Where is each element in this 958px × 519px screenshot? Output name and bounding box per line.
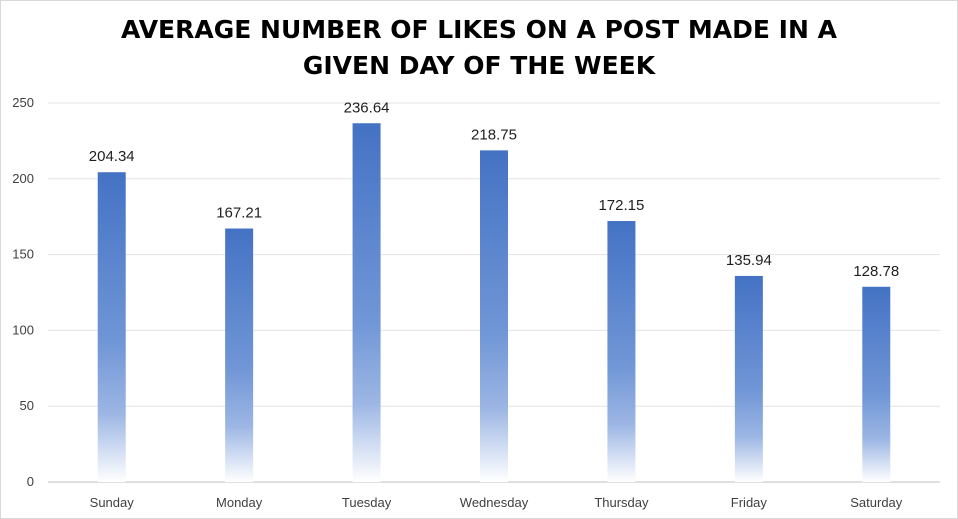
bar-friday [734,275,763,482]
x-tick-label: Friday [731,495,768,510]
data-label: 236.64 [344,99,390,116]
data-label: 172.15 [598,197,644,214]
x-tick-label: Sunday [90,495,135,510]
bar-tuesday [352,123,381,483]
y-tick-label: 50 [20,398,34,413]
bar-monday [225,228,254,482]
y-tick-label: 100 [12,322,34,337]
y-tick-label: 200 [12,171,34,186]
data-label: 128.78 [853,263,899,280]
bar-sunday [97,172,126,482]
chart-title: AVERAGE NUMBER OF LIKES ON A POST MADE I… [0,12,958,84]
x-axis-tick-labels: Sunday Monday Tuesday Wednesday Thursday Frid… [90,495,903,510]
bar-thursday [607,221,636,482]
x-tick-label: Monday [216,495,263,510]
chart-title-line-2: GIVEN DAY OF THE WEEK [302,51,656,80]
bars [97,123,891,483]
x-tick-label: Saturday [850,495,903,510]
data-label: 135.94 [726,252,772,269]
x-tick-label: Wednesday [460,495,529,510]
chart-title-line-1: AVERAGE NUMBER OF LIKES ON A POST MADE I… [121,15,837,44]
y-tick-label: 0 [27,474,34,489]
data-label: 167.21 [216,205,262,222]
data-labels: 204.34 167.21 236.64 218.75 172.15 135.94 128.… [89,99,899,280]
y-tick-label: 250 [12,95,34,110]
bar-wednesday [480,150,508,482]
data-label: 204.34 [89,148,135,165]
y-axis-tick-labels: 0 50 100 150 200 250 [12,95,34,489]
bar-saturday [862,286,891,482]
x-tick-label: Thursday [594,495,649,510]
y-tick-label: 150 [12,247,34,262]
data-label: 218.75 [471,126,517,143]
x-tick-label: Tuesday [342,495,392,510]
